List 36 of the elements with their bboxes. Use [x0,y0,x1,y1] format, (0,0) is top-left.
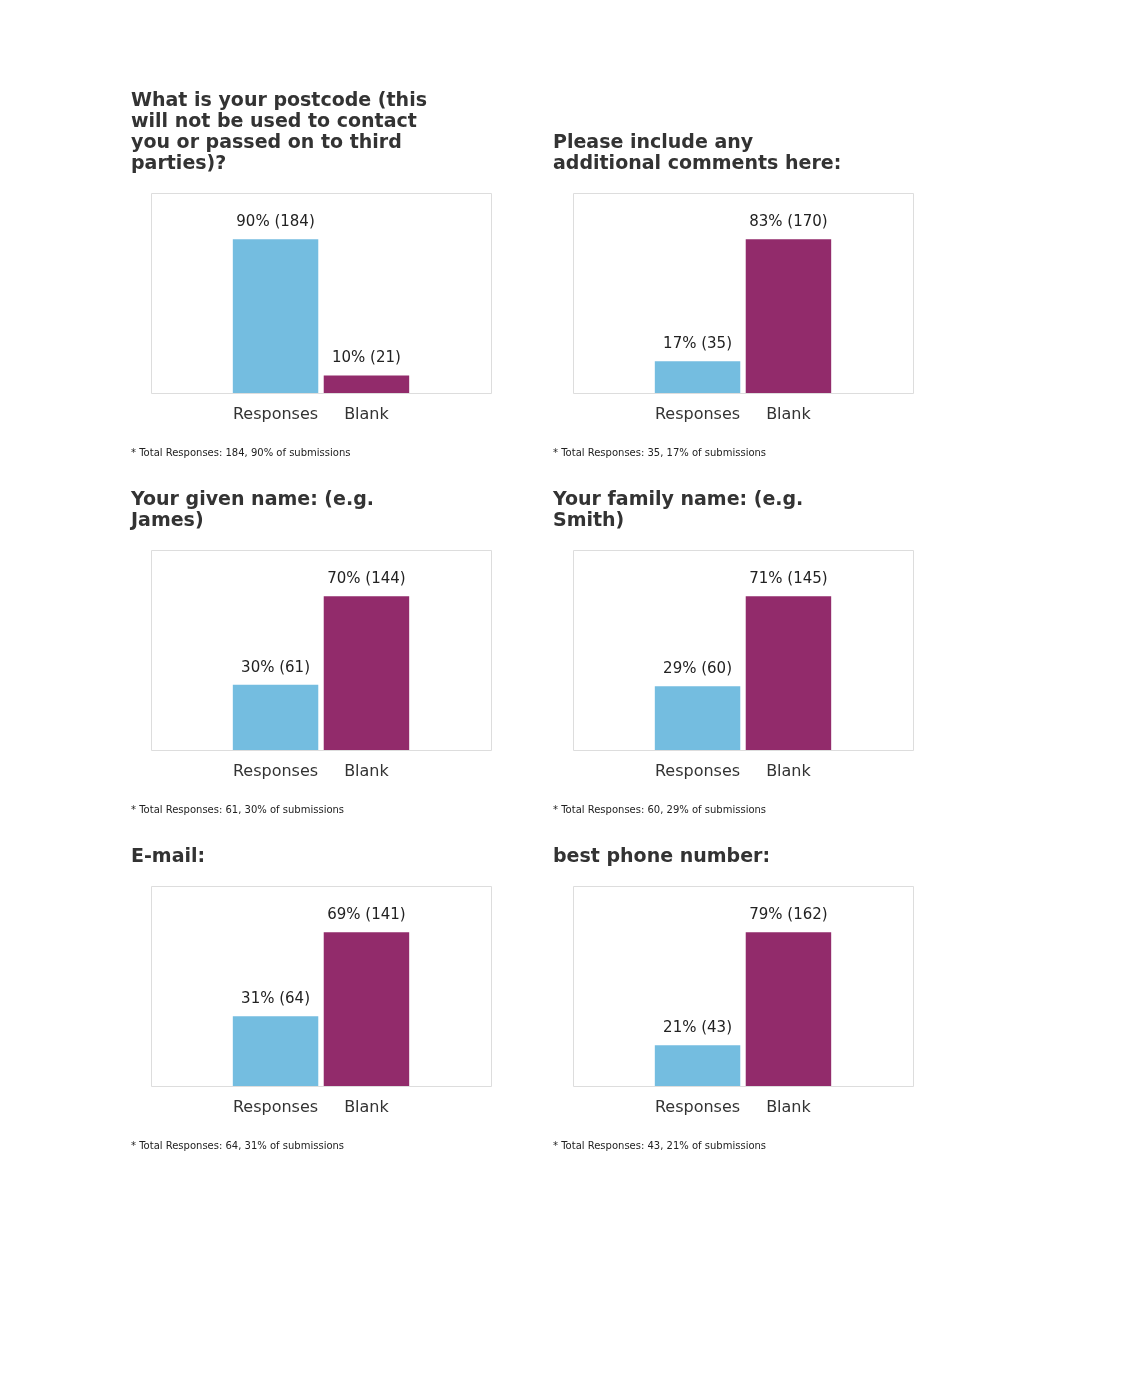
data-label: 30% (61) [241,657,310,676]
data-label: 79% (162) [749,905,828,924]
data-label: 31% (64) [241,989,310,1008]
x-tick-label: Blank [344,1096,390,1116]
chart-title: best phone number: [553,844,771,866]
x-tick-label: Blank [766,1096,812,1116]
data-label: 71% (145) [749,569,828,588]
x-tick-label: Responses [232,1096,319,1116]
chart-title: E-mail: [131,844,206,866]
x-tick-label: Blank [344,760,390,780]
text: * Total Responses: 43, 21% of submissions [553,1140,767,1151]
chart-title: Please include any additional comments here: [553,130,842,173]
x-tick-label: Blank [766,403,812,423]
x-tick-label: Responses [232,403,319,423]
text: * Total Responses: 60, 29% of submissions [553,804,767,815]
data-label: 70% (144) [327,569,406,588]
text: * Total Responses: 61, 30% of submissions [131,804,345,815]
chart-title: Your family name: (e.g. Smith) [552,487,804,530]
data-label: 90% (184) [236,212,315,231]
x-tick-label: Responses [654,403,741,423]
x-tick-label: Blank [344,403,390,423]
data-label: 83% (170) [749,212,828,231]
x-tick-label: Responses [654,760,741,780]
text: * Total Responses: 64, 31% of submissions [131,1140,345,1151]
chart-title: Your given name: (e.g. James) [129,487,374,530]
chart-title: What is your postcode (this will not be used to contact you or passed on to third parties)? [131,88,427,173]
data-label: 17% (35) [663,334,732,353]
text: * Total Responses: 184, 90% of submissions [131,447,351,458]
data-label: 10% (21) [332,348,401,367]
x-tick-label: Blank [766,760,812,780]
x-tick-label: Responses [232,760,319,780]
text: * Total Responses: 35, 17% of submissions [553,447,767,458]
data-label: 29% (60) [663,659,732,678]
data-label: 21% (43) [663,1018,732,1037]
x-tick-label: Responses [654,1096,741,1116]
data-label: 69% (141) [327,905,406,924]
